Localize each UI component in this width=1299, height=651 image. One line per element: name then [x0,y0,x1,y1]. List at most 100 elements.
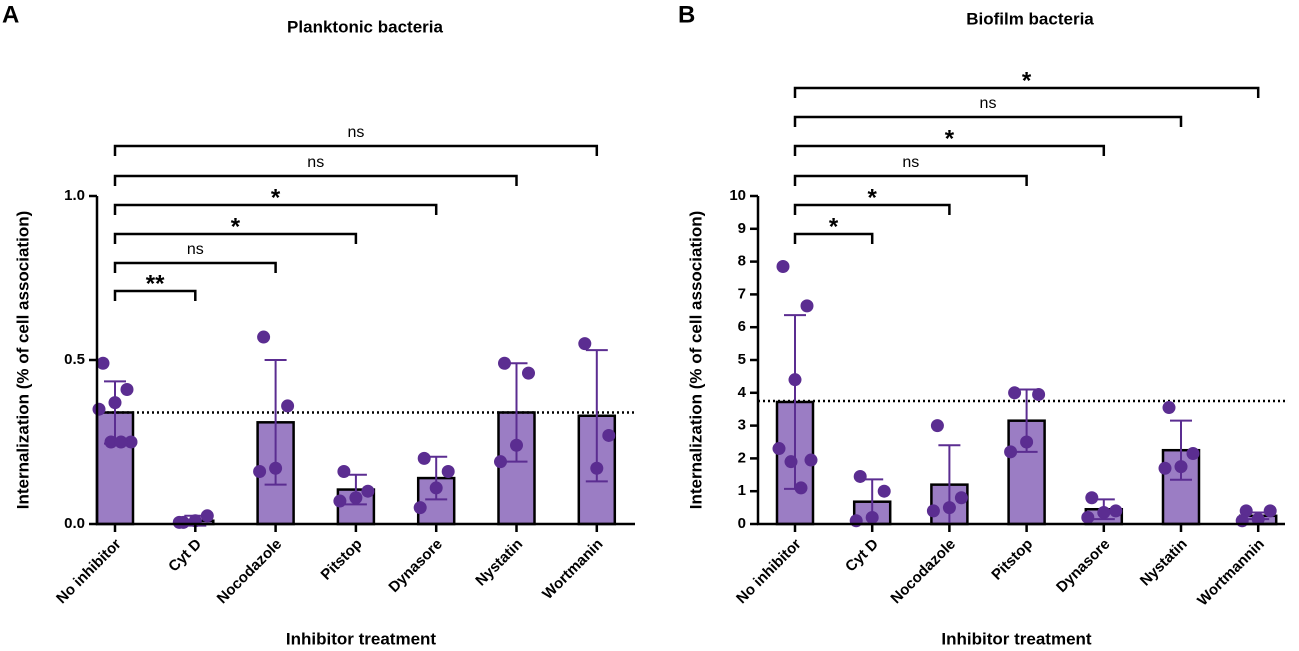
data-point [1004,445,1018,459]
x-tick-label: Nocodazole [887,536,959,608]
significance-label: ns [307,154,324,171]
x-tick-label: Nystatin [472,536,526,590]
data-point [253,465,267,479]
data-point [954,491,968,505]
data-point [1251,512,1265,526]
data-point [124,435,138,449]
data-point [349,491,363,505]
data-point [1020,435,1034,449]
x-axis-label: Inhibitor treatment [286,629,437,648]
significance-label: * [271,184,281,211]
data-point [865,510,879,524]
data-point [361,484,375,498]
y-tick-label: 1.0 [64,187,85,204]
significance-label: * [829,213,839,240]
y-tick-label: 4 [738,384,747,401]
x-tick-label: No inhibitor [53,536,125,608]
y-tick-label: 7 [738,285,746,302]
data-point [930,419,944,433]
significance-label: ** [146,270,165,297]
data-point [1174,460,1188,474]
y-tick-label: 0 [738,515,746,532]
x-tick-label: Dynasore [385,536,445,596]
error-bar [585,349,608,483]
data-point [269,461,283,475]
y-tick-label: 3 [738,417,746,434]
data-point [926,504,940,518]
data-point [337,465,351,479]
data-point [849,514,863,528]
data-point [784,455,798,469]
data-point [794,481,808,495]
data-point [172,515,186,529]
significance-bracket [113,174,518,186]
x-tick-label: Nystatin [1137,536,1191,590]
y-tick-label: 9 [738,220,746,237]
data-point [578,337,592,351]
data-point [942,501,956,515]
x-tick-label: Cyt D [165,535,205,575]
data-point [800,299,814,313]
significance-bracket [113,144,599,156]
data-point [498,356,511,370]
data-point [853,469,867,483]
data-point [494,455,507,469]
significance-label: * [945,125,955,152]
data-point [1235,514,1249,528]
data-point [104,435,118,449]
data-point [602,428,616,442]
data-point [1085,491,1099,505]
data-point [804,453,818,467]
y-tick-label: 5 [738,351,746,368]
data-point [510,438,523,452]
chart-title: Planktonic bacteria [287,17,443,36]
data-point [281,399,295,413]
y-tick-label: 2 [738,449,746,466]
data-point [1032,387,1046,401]
data-point [1158,461,1172,475]
significance-bracket [113,203,438,215]
data-point [1186,446,1200,460]
x-tick-label: No inhibitor [733,536,805,608]
data-point [788,373,802,387]
data-point [590,461,604,475]
data-point [92,402,106,416]
y-tick-label: 0.0 [64,515,85,532]
data-point [877,484,891,498]
data-point [108,396,122,410]
significance-label: ns [187,241,204,258]
data-point [1081,510,1095,524]
significance-bracket [793,115,1183,127]
data-point [1008,386,1022,400]
x-tick-label: Nocodazole [214,536,286,608]
data-point [1263,504,1277,518]
data-point [522,366,535,380]
significance-label: * [868,184,878,211]
data-point [1162,401,1176,415]
panel-label: B [678,1,695,28]
significance-label: ns [902,154,919,171]
x-tick-label: Cyt D [842,535,882,575]
y-tick-label: 10 [729,187,746,204]
x-tick-label: Pitstop [318,536,366,584]
data-point [776,260,790,274]
y-axis-label: Internalization (% of cell association) [686,211,705,510]
data-point [120,383,134,397]
x-axis-label: Inhibitor treatment [941,629,1092,648]
significance-bracket [113,289,197,301]
significance-bracket [113,261,277,273]
x-tick-label: Dynasore [1053,536,1113,596]
significance-bracket [113,232,358,244]
data-point [257,330,271,344]
data-point [333,494,347,508]
significance-label: * [1022,67,1032,94]
data-point [772,442,786,456]
significance-bracket [793,86,1260,98]
data-point [1097,506,1111,520]
significance-label: ns [980,95,997,112]
y-tick-label: 1 [738,482,746,499]
x-tick-label: Wortmanin [539,536,606,603]
y-tick-label: 6 [738,318,746,335]
x-tick-label: Wortmannin [1194,536,1268,610]
